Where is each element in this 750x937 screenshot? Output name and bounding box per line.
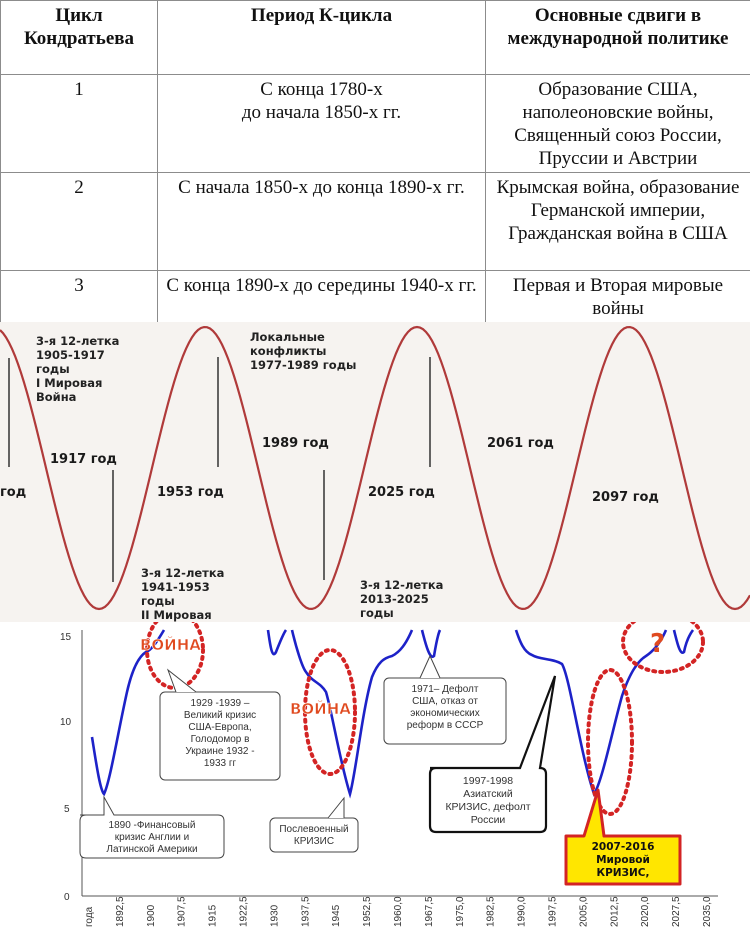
cycle-wave-graphic <box>0 325 750 611</box>
callout-1997: 1997-1998 Азиатский КРИЗИС, дефолт России <box>428 675 557 834</box>
callout-1971: 1971– Дефолт США, отказ от экономических ре… <box>383 654 507 745</box>
x-tick-label: 2020,0 <box>640 896 651 927</box>
callout-1890: 1890 -Финансовый кризис Англии и Латинской… <box>79 795 225 859</box>
x-tick-label: 1922,5 <box>239 896 250 927</box>
label-local-conflicts: Локальные конфликты 1977-1989 годы <box>250 330 357 372</box>
x-tick-label: 1982,5 <box>486 896 497 927</box>
x-tick-label: 1967,5 <box>424 896 435 927</box>
cycle-wave-line <box>0 325 750 611</box>
x-tick-label: 1960,0 <box>393 896 404 927</box>
x-tick-label: 1975,0 <box>455 896 466 927</box>
row-1-period: С конца 1780-х до начала 1850-х гг. <box>157 74 486 173</box>
label-third-12-year-1941: 3-я 12-летка 1941-1953 годы II Мировая <box>141 566 225 622</box>
crisis-line-chart: 0 5 10 15 года 1892,5 1900 1907,5 1915 1922,5… <box>0 622 750 937</box>
row-3-events: Первая и Вторая мировые войны <box>485 270 750 330</box>
x-tick-label: 1900 <box>146 904 157 927</box>
x-tick-label: 1915 <box>208 904 219 927</box>
header-period: Период К-цикла <box>157 0 486 75</box>
y-tick-5: 5 <box>64 804 70 815</box>
callout-postwar: Послевоенный КРИЗИС <box>269 796 359 853</box>
y-tick-15: 15 <box>60 632 72 643</box>
row-2-number: 2 <box>0 172 158 271</box>
cycle-wave-panel: 3-я 12-летка 1905-1917 годы I Мировая Во… <box>0 322 750 622</box>
x-tick-label: 1930 <box>269 904 280 927</box>
kondratiev-table: Цикл Кондратьева Период К-цикла Основные… <box>0 0 750 330</box>
x-tick-label: 1945 <box>331 904 342 927</box>
x-tick-labels: года 1892,5 1900 1907,5 1915 1922,5 1930 1937,5… <box>84 896 713 927</box>
row-2-events: Крымская война, образование Германской и… <box>485 172 750 271</box>
crisis-curve <box>90 629 695 799</box>
year-label-2025: 2025 год <box>368 485 435 500</box>
question-mark: ? <box>650 629 665 659</box>
x-tick-label: 1907,5 <box>177 896 188 927</box>
future-ellipse <box>621 622 705 674</box>
x-tick-label: 1937,5 <box>300 896 311 927</box>
x-tick-label: 2035,0 <box>702 896 713 927</box>
callout-1929: 1929 -1939 – Великий кризис США-Европа, Гол… <box>159 668 281 781</box>
year-label-left: год <box>0 485 27 500</box>
year-label-1953: 1953 год <box>157 485 224 500</box>
header-cycle: Цикл Кондратьева <box>0 0 158 75</box>
x-tick-label: 1990,0 <box>517 896 528 927</box>
year-label-2061: 2061 год <box>487 436 554 451</box>
row-3-number: 3 <box>0 270 158 330</box>
x-tick-label: года <box>84 906 95 927</box>
year-label-1989: 1989 год <box>262 436 329 451</box>
x-tick-label: 2012,5 <box>609 896 620 927</box>
header-shifts: Основные сдвиги в международной политике <box>485 0 750 75</box>
label-third-12-year-2013: 3-я 12-летка 2013-2025 годы <box>360 578 444 620</box>
row-1-number: 1 <box>0 74 158 173</box>
x-tick-label: 2005,0 <box>578 896 589 927</box>
row-1-events: Образование США, наполеоновские войны, С… <box>485 74 750 173</box>
x-tick-label: 2027,5 <box>671 896 682 927</box>
war-ellipse-2 <box>303 648 357 776</box>
year-label-1917: 1917 год <box>50 452 117 467</box>
label-third-12-year-1905: 3-я 12-летка 1905-1917 годы I Мировая Во… <box>36 334 120 404</box>
year-label-2097: 2097 год <box>592 490 659 505</box>
x-tick-label: 1892,5 <box>115 896 126 927</box>
y-tick-10: 10 <box>60 717 72 728</box>
war-label-1: ВОЙНА <box>140 635 201 654</box>
x-tick-label: 1952,5 <box>362 896 373 927</box>
y-tick-0: 0 <box>64 892 70 903</box>
row-2-period: С начала 1850-х до конца 1890-х гг. <box>157 172 486 271</box>
war-label-2: ВОЙНА <box>290 699 351 718</box>
row-3-period: С конца 1890-х до середины 1940-х гг. <box>157 270 486 330</box>
crisis-ellipse-2008 <box>586 668 634 816</box>
callout-2007-highlight: 2007-2016 Мировой КРИЗИС, <box>564 788 682 886</box>
x-tick-label: 1997,5 <box>548 896 559 927</box>
